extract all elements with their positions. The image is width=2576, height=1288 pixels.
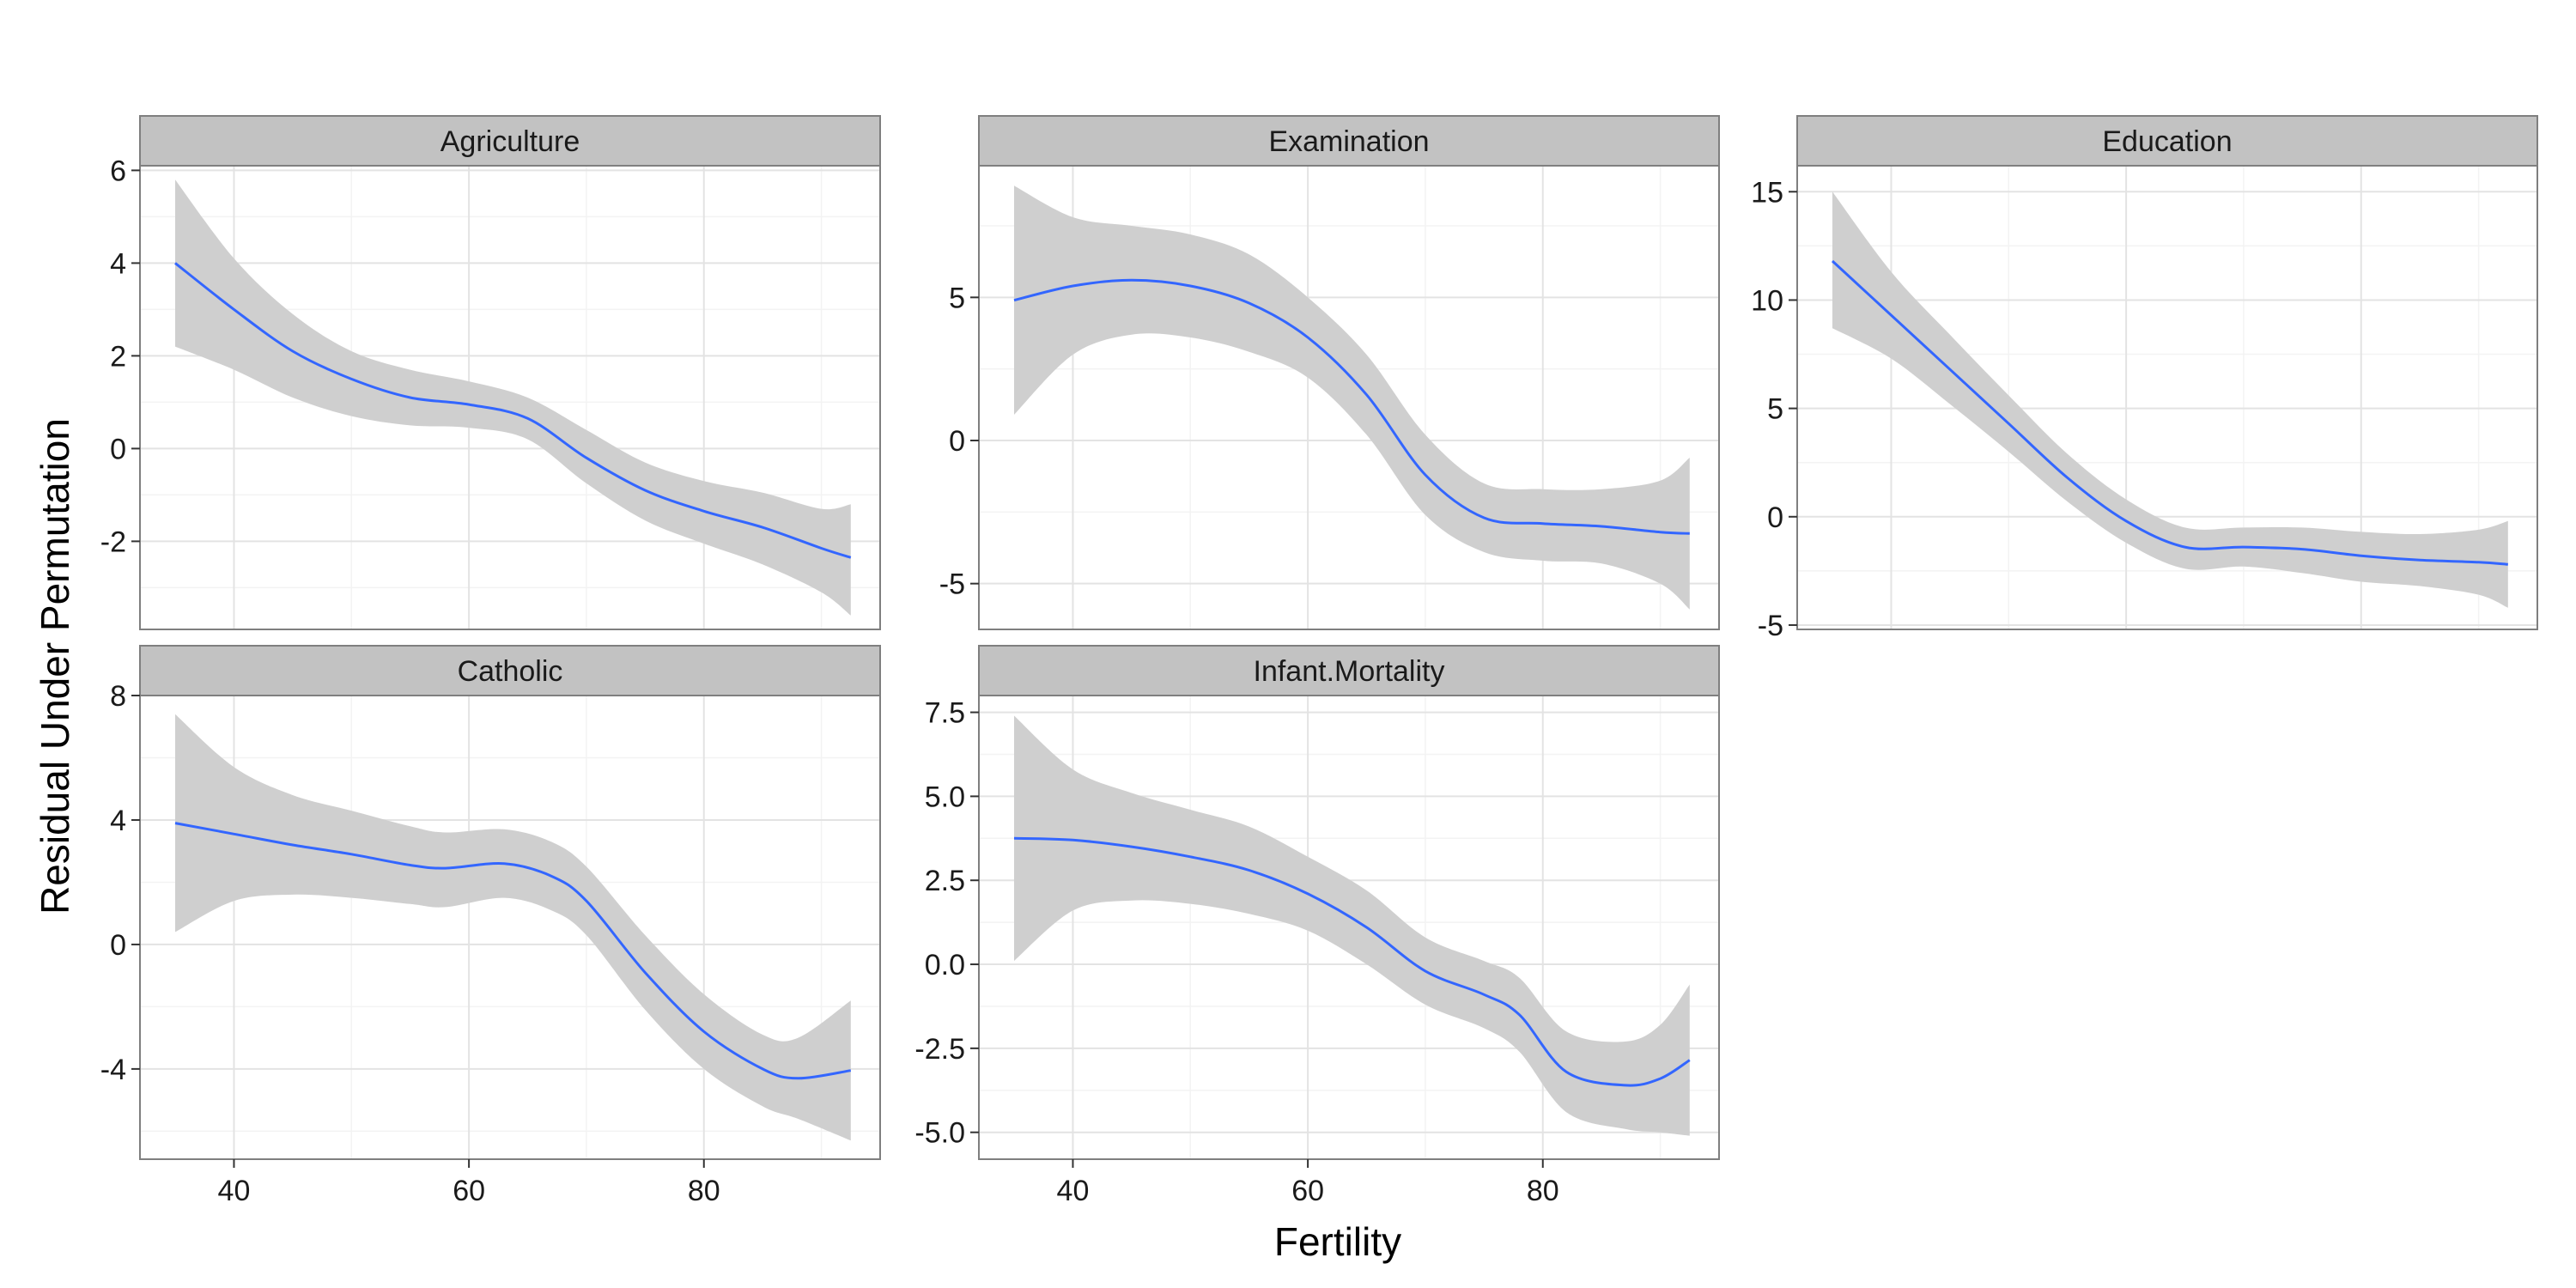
y-tick-label: 6 — [110, 155, 126, 187]
facet-strip-label: Agriculture — [440, 125, 580, 158]
x-tick-label: 40 — [1057, 1175, 1090, 1207]
y-tick-label: 8 — [110, 680, 126, 713]
y-tick-label: -5 — [939, 568, 965, 601]
panel-agriculture: Agriculture -2 0 2 4 6 — [100, 115, 881, 630]
y-tick-label: 0.0 — [925, 949, 965, 981]
panel-examination: Examination -5 0 5 — [939, 115, 1720, 630]
facet-strip-label: Catholic — [458, 655, 563, 688]
smooth-line — [174, 262, 852, 559]
y-tick-label: -2.5 — [914, 1033, 965, 1066]
y-tick-label: 4 — [110, 805, 126, 837]
confidence-band — [1014, 715, 1690, 1136]
facet-strip-label: Examination — [1268, 125, 1429, 158]
y-tick-label: 4 — [110, 247, 126, 280]
facet-strip-label: Education — [2102, 125, 2232, 158]
y-tick-label: 2.5 — [925, 865, 965, 897]
facet-strip-label: Infant.Mortality — [1254, 655, 1445, 688]
y-tick-label: 0 — [110, 929, 126, 962]
facet-panels: Agriculture-20246Examination-505Educatio… — [100, 115, 2538, 1207]
panel-catholic: Catholic -4 0 4 8 40 60 80 — [100, 645, 881, 1207]
x-axis-title: Fertility — [1274, 1219, 1401, 1264]
y-tick-label: 10 — [1751, 284, 1783, 317]
smooth-line — [1013, 836, 1691, 1087]
confidence-band — [175, 714, 851, 1141]
y-tick-label: 5.0 — [925, 781, 965, 813]
y-tick-label: 7.5 — [925, 697, 965, 730]
y-tick-label: 0 — [110, 433, 126, 465]
facet-strip — [139, 115, 881, 167]
y-tick-label: 0 — [1767, 501, 1783, 534]
y-tick-label: -5 — [1758, 610, 1783, 642]
x-tick-label: 60 — [453, 1175, 485, 1207]
y-tick-label: 0 — [949, 425, 965, 458]
y-tick-label: -4 — [100, 1054, 126, 1086]
confidence-band — [175, 179, 851, 616]
y-tick-label: -2 — [100, 526, 126, 558]
y-tick-label: 15 — [1751, 176, 1783, 209]
y-tick-label: 5 — [1767, 393, 1783, 426]
x-tick-label: 80 — [688, 1175, 720, 1207]
confidence-band — [1014, 185, 1690, 610]
y-tick-label: 5 — [949, 282, 965, 314]
x-tick-label: 40 — [218, 1175, 251, 1207]
smooth-line — [1831, 259, 2508, 566]
facet-strip — [978, 645, 1720, 696]
y-tick-label: -5.0 — [914, 1117, 965, 1150]
smooth-line — [1013, 278, 1690, 535]
y-axis-title: Residual Under Permutation — [33, 418, 77, 914]
x-tick-label: 80 — [1527, 1175, 1559, 1207]
smooth-line — [174, 822, 852, 1080]
facet-strip — [978, 115, 1720, 167]
y-tick-label: 2 — [110, 340, 126, 373]
x-tick-label: 60 — [1291, 1175, 1324, 1207]
panel-education: Education -5 0 5 10 15 — [1751, 115, 2538, 642]
facet-strip — [139, 645, 881, 696]
confidence-band — [1832, 191, 2508, 608]
facet-strip — [1796, 115, 2538, 167]
panel-infant-mortality: Infant.Mortality -5.0 -2.5 0.0 2.5 5.0 7.5 40 60… — [914, 645, 1720, 1207]
